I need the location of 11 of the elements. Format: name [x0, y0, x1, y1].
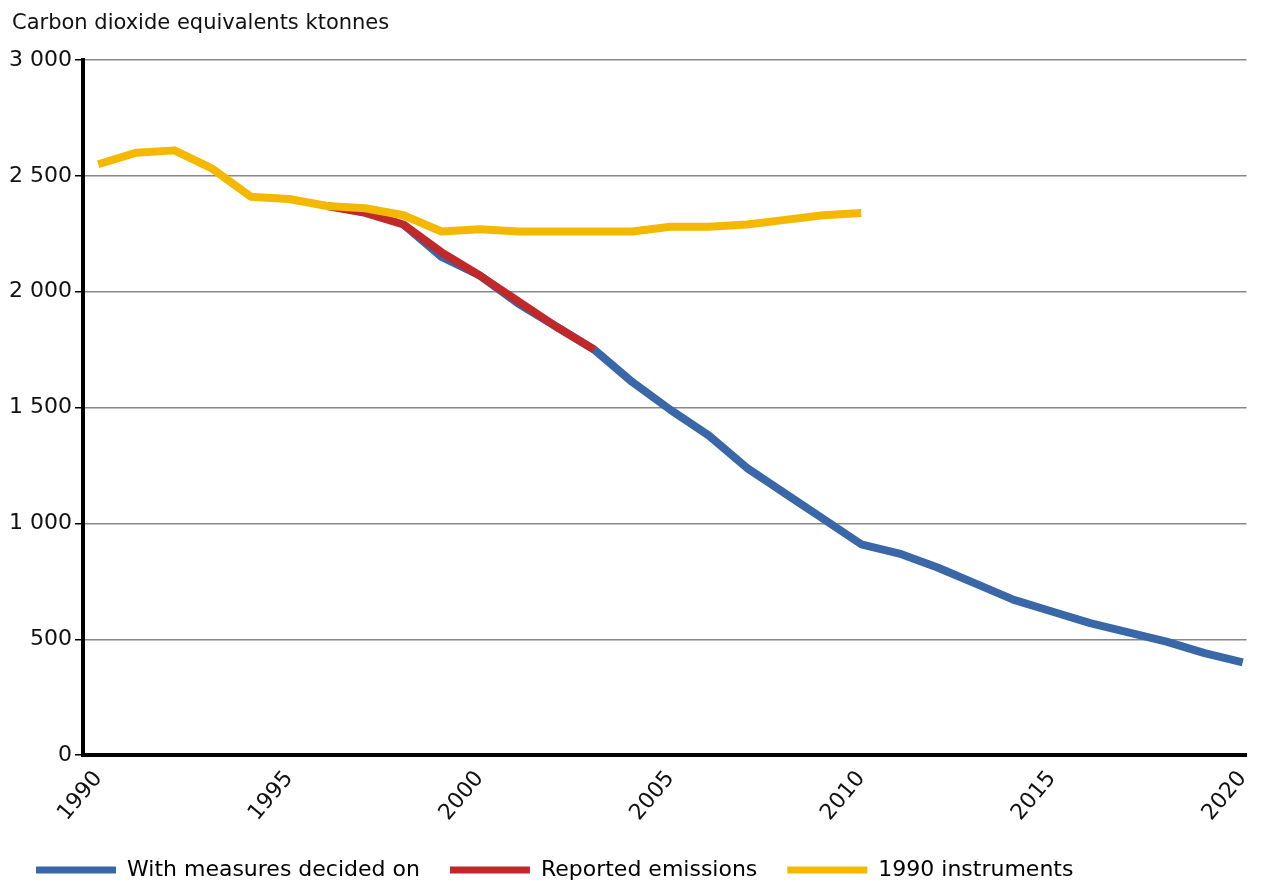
legend-label: Reported emissions — [540, 855, 758, 881]
y-tick-label: 2 500 — [9, 161, 72, 187]
y-axis-title: Carbon dioxide equivalents ktonnes — [12, 10, 390, 34]
y-tick-label: 3 000 — [9, 45, 72, 71]
y-tick-label: 500 — [29, 625, 72, 650]
legend-label: With measures decided on — [127, 855, 420, 881]
y-tick-label: 2 000 — [9, 277, 72, 303]
legend-label: 1990 instruments — [878, 855, 1074, 881]
y-tick-label: 1 000 — [9, 509, 72, 535]
y-tick-label: 0 — [57, 740, 72, 766]
y-tick-label: 1 500 — [9, 393, 72, 419]
